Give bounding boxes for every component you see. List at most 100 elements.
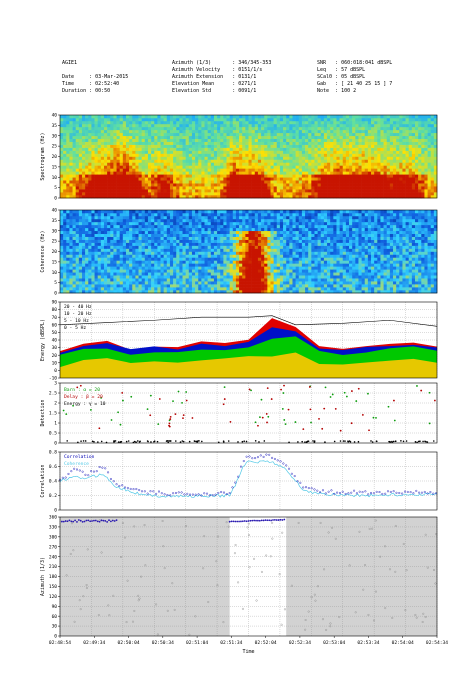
spectrogram-cell	[173, 177, 177, 181]
spectrogram-cell	[154, 115, 158, 119]
coherence-cell	[229, 269, 234, 273]
coherence-cell	[226, 210, 230, 214]
coherence-cell	[198, 287, 202, 291]
spectrogram-cell	[223, 147, 227, 151]
spectrogram-cell	[191, 153, 196, 157]
spectrogram-cell	[166, 147, 171, 151]
spectrogram-cell	[75, 150, 80, 154]
coherence-cell	[144, 260, 149, 264]
spectrogram-cell	[286, 123, 290, 128]
spectrogram-cell	[421, 150, 425, 154]
spectrogram-cell	[78, 192, 83, 196]
spectrogram-cell	[210, 117, 215, 122]
spectrogram-cell	[72, 171, 77, 175]
coherence-cell	[226, 215, 230, 220]
spectrogram-cell	[339, 126, 344, 131]
spectrogram-cell	[185, 141, 190, 145]
spectrogram-cell	[261, 165, 265, 169]
coherence-cell	[235, 278, 240, 282]
spectrogram-cell	[320, 192, 325, 196]
spectrogram-cell	[427, 129, 432, 134]
spectrogram-cell	[355, 159, 359, 163]
spectrogram-cell	[308, 186, 312, 190]
spectrogram-cell	[314, 186, 318, 190]
spectrogram-cell	[279, 150, 284, 154]
spectrogram-cell	[245, 165, 249, 169]
spectrogram-cell	[248, 132, 252, 137]
spectrogram-cell	[311, 126, 315, 131]
spectrogram-cell	[264, 138, 268, 142]
spectrogram-cell	[239, 141, 243, 145]
spectrogram-cell	[345, 144, 350, 148]
coherence-cell	[60, 275, 64, 279]
spectrogram-cell	[251, 162, 256, 166]
spectrogram-cell	[144, 162, 149, 166]
spectrogram-cell	[129, 126, 133, 131]
spectrogram-cell	[94, 129, 98, 134]
coherence-cell	[223, 269, 227, 273]
spectrogram-cell	[122, 189, 127, 193]
coherence-cell	[85, 251, 89, 255]
spectrogram-cell	[273, 115, 278, 119]
spectrogram-cell	[132, 177, 136, 181]
coherence-cell	[132, 239, 136, 243]
spectrogram-cell	[163, 177, 168, 181]
spectrogram-cell	[113, 159, 117, 163]
coherence-cell	[220, 242, 224, 246]
spectrogram-cell	[367, 162, 372, 166]
spectrogram-cell	[380, 168, 384, 172]
spectrogram-cell	[125, 162, 130, 166]
spectrogram-cell	[125, 153, 130, 157]
spectrogram-cell	[242, 186, 246, 190]
coherence-cell	[66, 254, 70, 258]
coherence-cell	[179, 224, 183, 229]
spectrogram-cell	[81, 129, 86, 134]
spectrogram-cell	[317, 159, 322, 163]
spectrogram-cell	[235, 123, 240, 128]
coherence-cell	[60, 221, 64, 226]
spectrogram-cell	[408, 183, 413, 187]
spectrogram-cell	[418, 153, 422, 157]
coherence-cell	[191, 275, 196, 279]
spectrogram-cell	[358, 141, 362, 145]
coherence-cell	[169, 257, 174, 261]
spectrogram-cell	[276, 126, 281, 131]
spectrogram-cell	[176, 135, 180, 140]
coherence-cell	[147, 269, 152, 273]
spectrogram-cell	[396, 186, 400, 190]
spectrogram-cell	[380, 189, 384, 193]
spectrogram-cell	[166, 141, 171, 145]
spectrogram-cell	[185, 126, 190, 131]
spectrogram-cell	[235, 153, 240, 157]
spectrogram-cell	[273, 168, 278, 172]
spectrogram-cell	[399, 141, 403, 145]
spectrogram-cell	[358, 153, 362, 157]
spectrogram-cell	[408, 135, 413, 140]
spectrogram-cell	[107, 115, 111, 119]
spectrogram-cell	[113, 195, 117, 199]
spectrogram-cell	[257, 144, 262, 148]
spectrogram-cell	[336, 126, 340, 131]
coherence-cell	[97, 239, 102, 243]
spectrogram-cell	[119, 177, 124, 181]
coherence-cell	[157, 215, 161, 220]
spectrogram-cell	[295, 120, 300, 125]
spectrogram-cell	[396, 165, 400, 169]
spectrogram-cell	[151, 117, 155, 122]
coherence-cell	[154, 272, 158, 276]
coherence-cell	[122, 281, 127, 285]
coherence-cell	[179, 233, 183, 237]
spectrogram-cell	[364, 150, 369, 154]
spectrogram-cell	[298, 153, 303, 157]
spectrogram-cell	[163, 115, 168, 119]
coherence-cell	[204, 210, 208, 214]
spectrogram-cell	[273, 129, 278, 134]
spectrogram-cell	[191, 126, 196, 131]
spectrogram-cell	[176, 115, 180, 119]
spectrogram-cell	[286, 132, 290, 137]
coherence-cell	[232, 233, 237, 237]
coherence-cell	[182, 210, 186, 214]
spectrogram-cell	[267, 186, 271, 190]
coherence-cell	[229, 248, 234, 252]
spectrogram-cell	[408, 123, 413, 128]
